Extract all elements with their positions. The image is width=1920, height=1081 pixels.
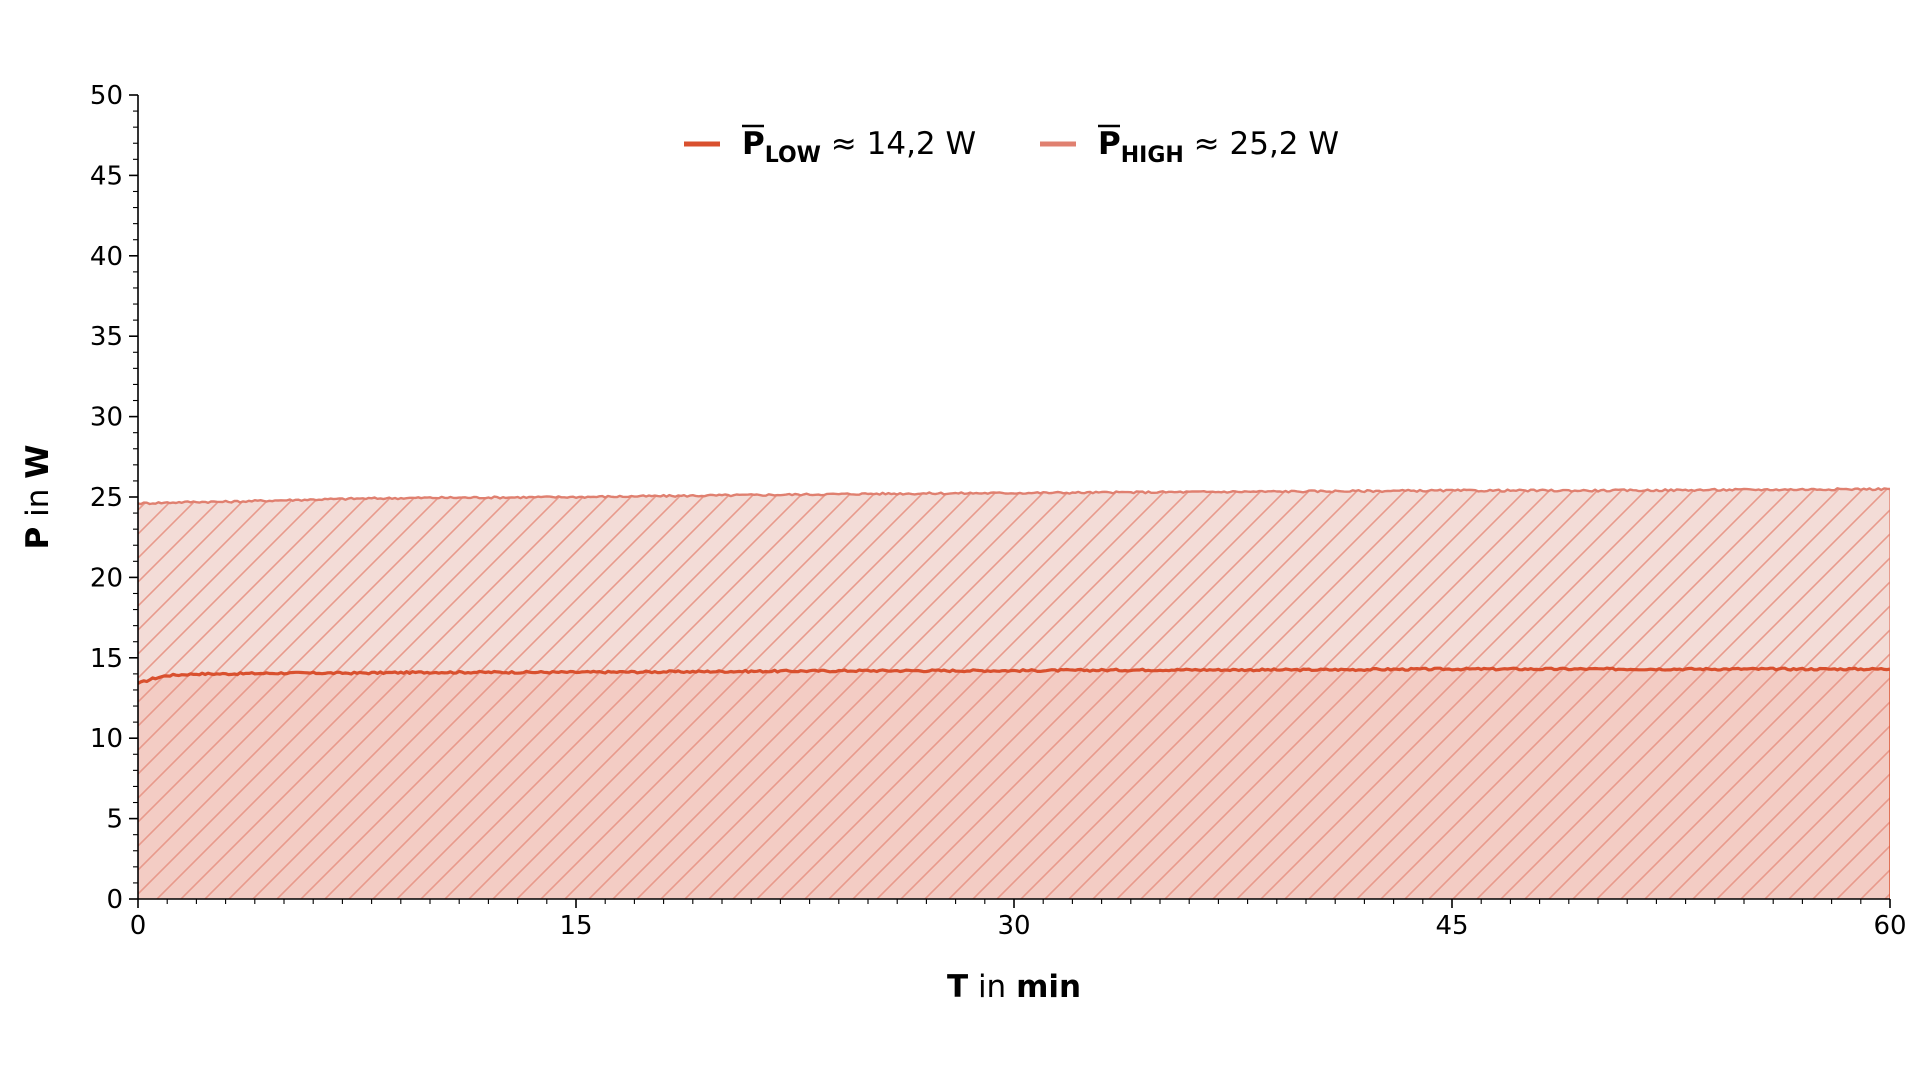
y-tick-label-10: 10 <box>90 724 123 754</box>
x-axis-title: T in min <box>947 969 1081 1005</box>
y-axis-title: P in W <box>20 445 56 550</box>
x-tick-label-0: 0 <box>130 911 147 941</box>
legend-value-low: ≈ 14,2 W <box>821 126 976 162</box>
legend-label-high: PHIGH ≈ 25,2 W <box>1098 126 1339 168</box>
legend-symbol-low: P <box>742 126 765 162</box>
series-line-low <box>138 666 1890 685</box>
x-axis-title-symbol: T <box>947 969 968 1005</box>
x-tick-label-45: 45 <box>1435 911 1468 941</box>
y-tick-label-35: 35 <box>90 322 123 352</box>
legend: PLOW ≈ 14,2 W PHIGH ≈ 25,2 W <box>684 124 1339 168</box>
y-tick-label-20: 20 <box>90 563 123 593</box>
major-ticks <box>129 94 1891 908</box>
y-tick-label-45: 45 <box>90 161 123 191</box>
legend-item-low: PLOW ≈ 14,2 W <box>684 124 976 168</box>
x-tick-label-60: 60 <box>1873 911 1906 941</box>
x-axis-title-mid: in <box>968 969 1016 1005</box>
y-tick-label-15: 15 <box>90 644 123 674</box>
y-tick-label-30: 30 <box>90 403 123 433</box>
y-tick-label-5: 5 <box>106 805 123 835</box>
legend-subscript-low: LOW <box>765 143 821 168</box>
x-tick-label-15: 15 <box>559 911 592 941</box>
y-axis-title-symbol: P <box>20 527 56 550</box>
y-axis-title-unit: W <box>20 445 56 479</box>
x-axis-title-unit: min <box>1016 969 1081 1005</box>
legend-subscript-high: HIGH <box>1121 143 1184 168</box>
legend-item-high: PHIGH ≈ 25,2 W <box>1040 124 1339 168</box>
y-tick-label-0: 0 <box>106 885 123 915</box>
series-line-high <box>138 487 1890 506</box>
y-tick-label-40: 40 <box>90 242 123 272</box>
legend-value-high: ≈ 25,2 W <box>1184 126 1339 162</box>
x-tick-label-30: 30 <box>997 911 1030 941</box>
y-axis-title-mid: in <box>20 479 56 527</box>
minor-ticks <box>133 110 1862 904</box>
legend-symbol-high: P <box>1098 126 1121 162</box>
tick-labels: 0 5 10 15 20 25 30 35 40 45 50 0 15 30 45 60 <box>90 81 1907 941</box>
legend-label-low: PLOW ≈ 14,2 W <box>742 126 976 168</box>
line-layer <box>138 487 1890 685</box>
area-layer <box>138 488 1890 899</box>
y-tick-label-25: 25 <box>90 483 123 513</box>
area-hatch-low <box>138 668 1890 899</box>
y-tick-label-50: 50 <box>90 81 123 111</box>
